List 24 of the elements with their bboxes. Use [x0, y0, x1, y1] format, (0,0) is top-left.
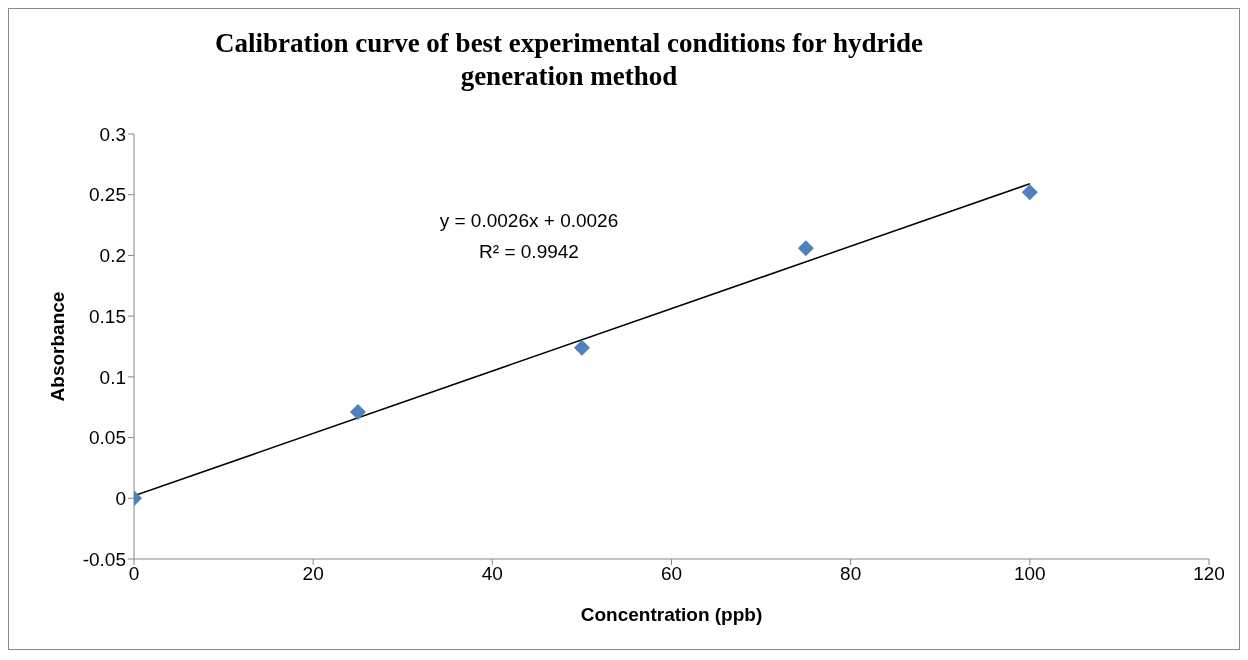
x-tick-label: 60	[660, 563, 683, 585]
y-tick-label: 0.3	[99, 123, 126, 145]
point	[1021, 184, 1038, 201]
chart-title: Calibration curve of best experimental conditions for hydride generation method	[213, 27, 925, 93]
x-tick-label: 80	[840, 563, 862, 585]
annotation: R² = 0.9942	[478, 240, 580, 264]
x-tick-label: 0	[128, 563, 140, 585]
y-tick-label: 0.05	[89, 427, 126, 449]
x-tick-label: 120	[1193, 563, 1225, 585]
x-tick-label: 100	[1013, 563, 1046, 585]
y-tick-label: 0	[115, 488, 126, 510]
point	[573, 339, 590, 356]
x-tick-label: 20	[302, 563, 324, 585]
point	[349, 404, 366, 421]
point	[797, 240, 814, 257]
y-tick-label: 0.2	[99, 245, 126, 267]
x-tick-label: 40	[481, 563, 503, 585]
y-tick-label: 0.15	[89, 305, 126, 327]
y-axis-title: Absorbance	[46, 291, 68, 402]
annotation: y = 0.0026x + 0.0026	[438, 209, 620, 233]
x-axis-title: Concentration (ppb)	[580, 604, 763, 625]
y-tick-label: 0.1	[99, 366, 126, 388]
y-tick-label: 0.25	[89, 184, 126, 206]
y-tick-label: -0.05	[82, 548, 126, 570]
